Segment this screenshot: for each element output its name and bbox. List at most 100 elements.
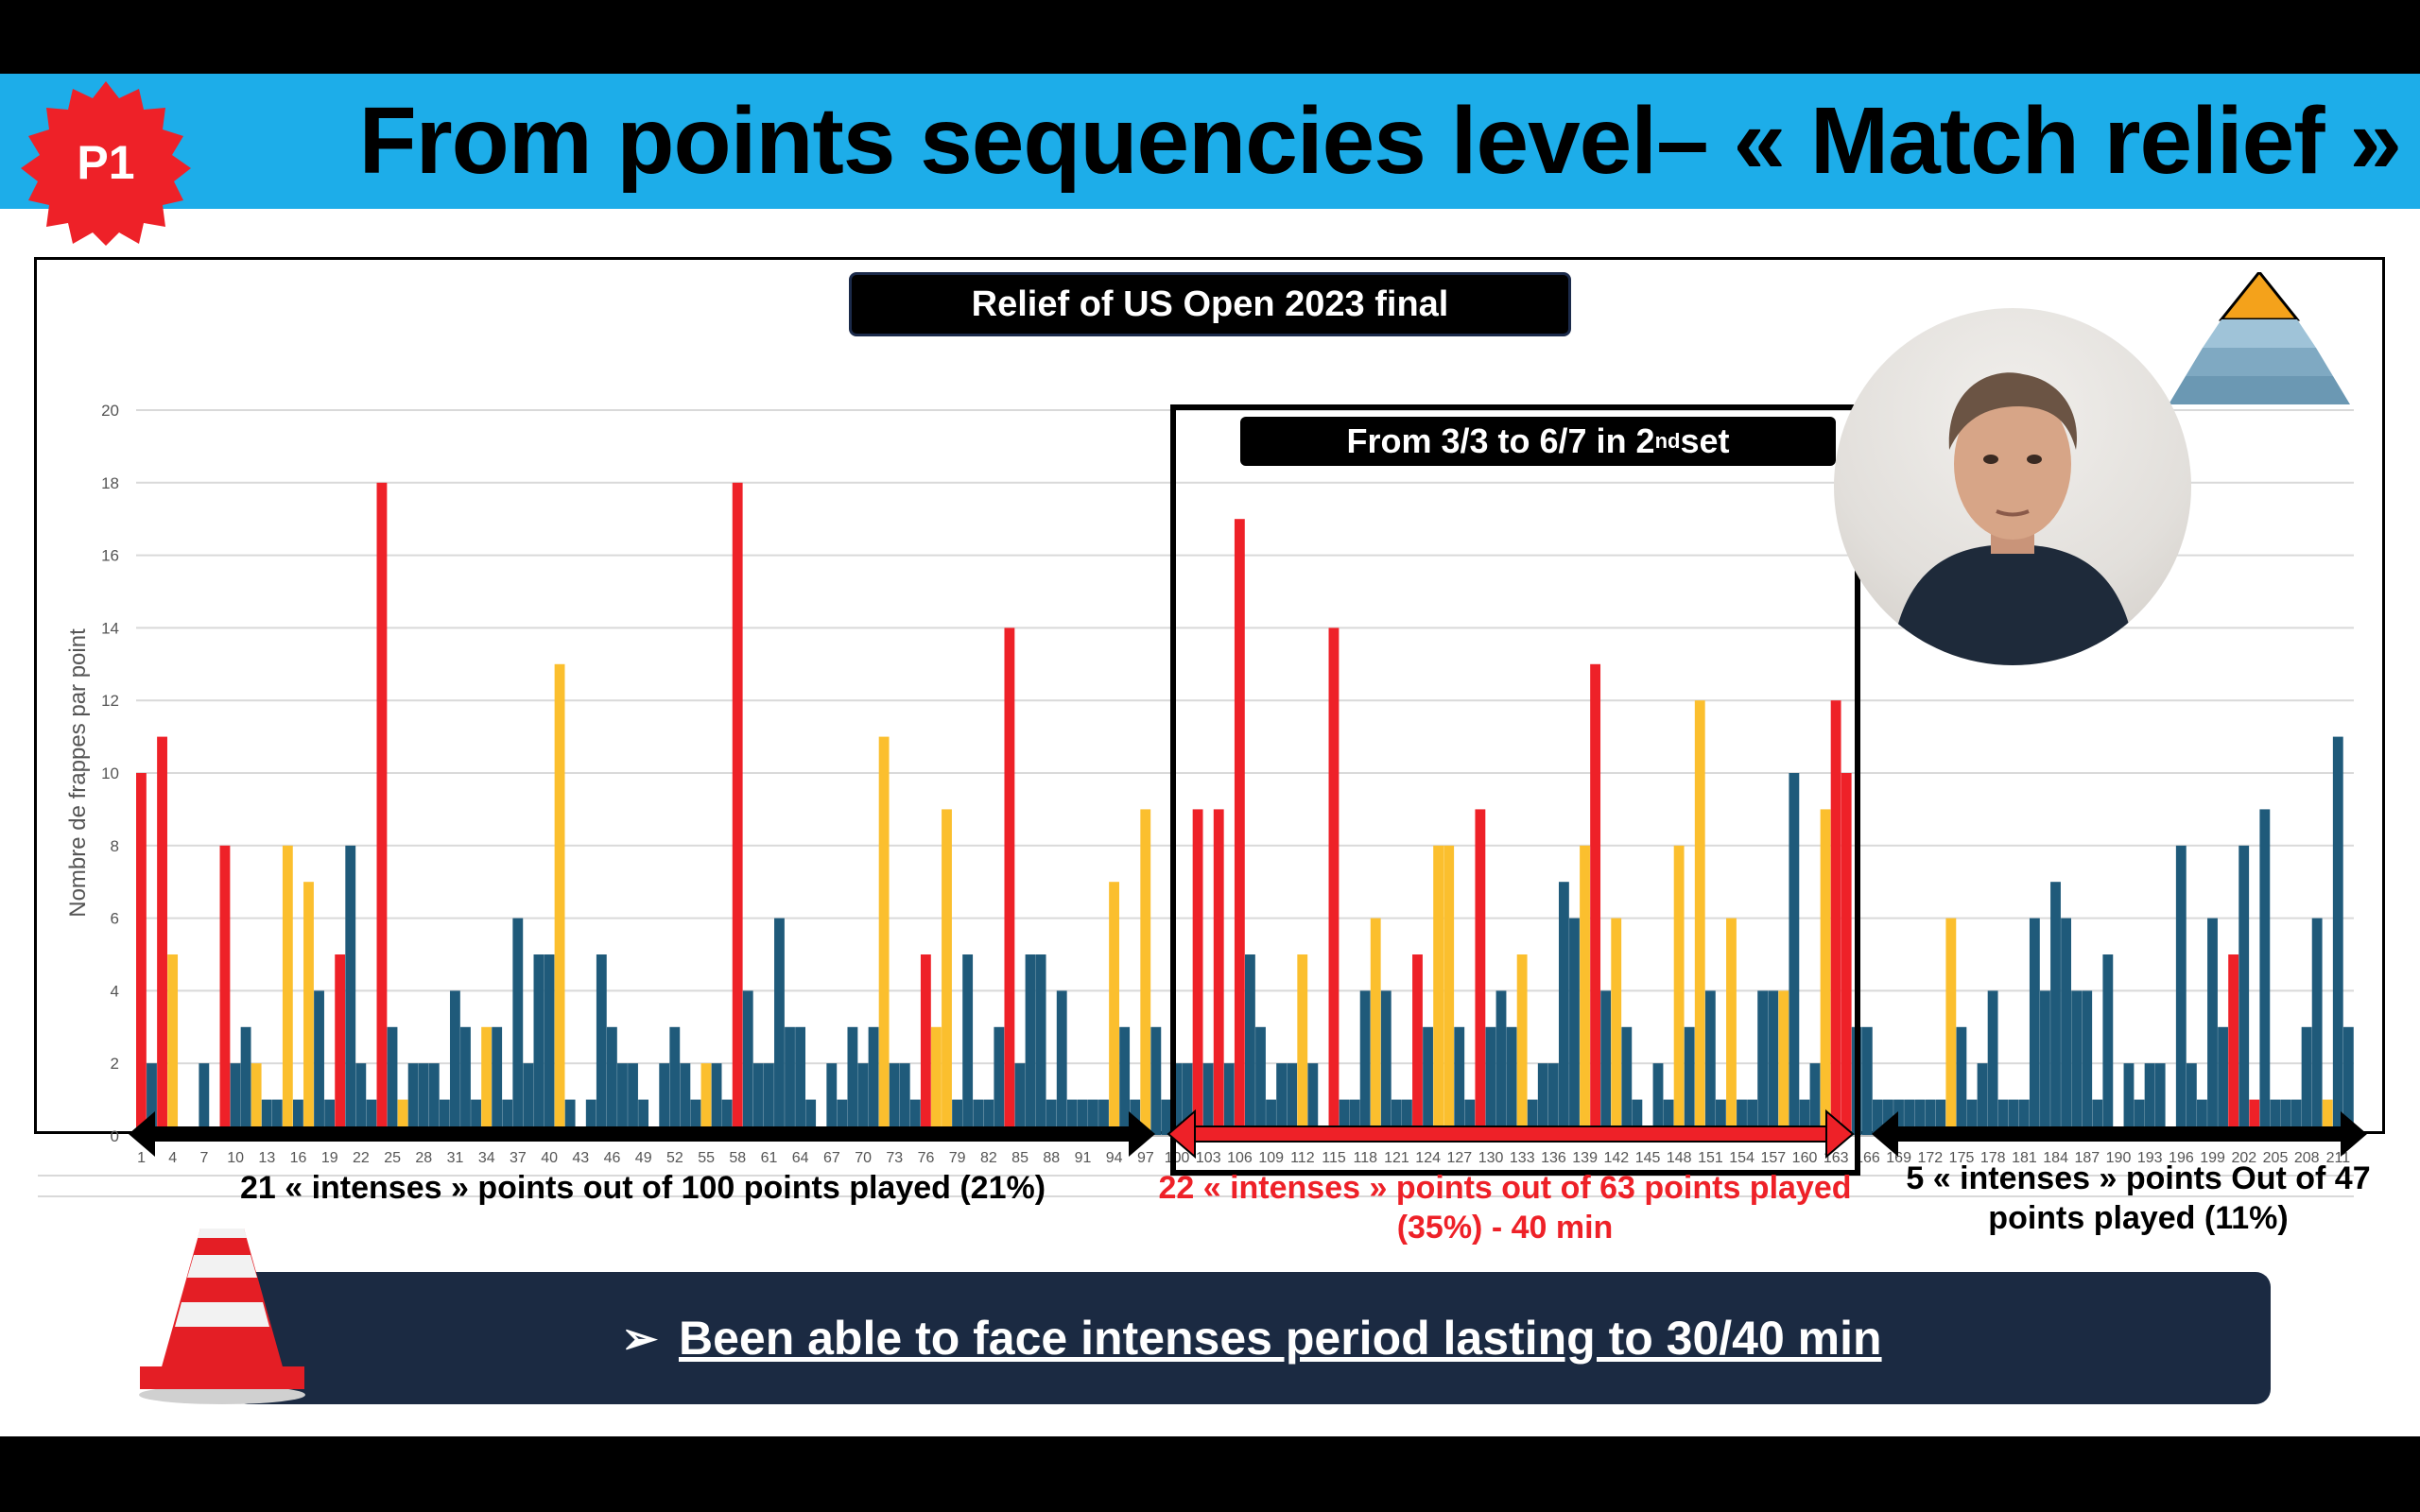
- x-tick-label: 37: [510, 1150, 527, 1166]
- bar: [1893, 1099, 1904, 1136]
- bar: [1276, 1063, 1288, 1136]
- bar: [1370, 918, 1381, 1136]
- traffic-cone-icon: [139, 1228, 305, 1404]
- bar: [251, 1063, 262, 1136]
- x-tick-label: 196: [2169, 1150, 2194, 1166]
- bar: [345, 845, 356, 1136]
- bar: [899, 1063, 910, 1136]
- segment-label-3: 5 « intenses » points Out of 47 points p…: [1906, 1160, 2371, 1236]
- bar: [700, 1063, 712, 1136]
- x-tick-label: 40: [541, 1150, 558, 1166]
- bar: [1202, 1063, 1214, 1136]
- bar: [1056, 990, 1067, 1136]
- bar: [931, 1026, 942, 1136]
- bar: [805, 1099, 817, 1136]
- bar: [1245, 954, 1255, 1136]
- bar: [1098, 1099, 1109, 1136]
- bar: [1673, 845, 1685, 1136]
- bar: [2270, 1099, 2281, 1136]
- bar: [690, 1099, 701, 1136]
- bar: [2207, 918, 2218, 1136]
- badge-star-shape: [21, 81, 191, 246]
- bar: [1663, 1099, 1674, 1136]
- x-tick-label: 136: [1541, 1150, 1566, 1166]
- x-tick-label: 85: [1011, 1150, 1028, 1166]
- bar: [1694, 700, 1705, 1136]
- bar: [1066, 1099, 1078, 1136]
- x-tick-label: 130: [1478, 1150, 1504, 1166]
- x-tick-label: 166: [1855, 1150, 1880, 1166]
- bar: [407, 1063, 419, 1136]
- bar: [1004, 627, 1015, 1136]
- bar: [1956, 1026, 1967, 1136]
- x-tick-label: 157: [1760, 1150, 1786, 1166]
- header-bar: From points sequencies level– « Match re…: [0, 74, 2420, 209]
- bar: [732, 482, 743, 1136]
- bar: [1757, 990, 1769, 1136]
- bar: [1464, 1099, 1476, 1136]
- bar: [460, 1026, 471, 1136]
- highlight-label-sup: nd: [1654, 429, 1681, 453]
- bar: [1046, 1099, 1057, 1136]
- y-tick-label: 4: [111, 982, 119, 1000]
- segment-arrow-3: [1872, 1111, 2367, 1157]
- bar: [973, 1099, 984, 1136]
- bar: [1632, 1099, 1643, 1136]
- segment-label-1: 21 « intenses » points out of 100 points…: [239, 1170, 1046, 1206]
- segment-label-2: 22 « intenses » points out of 63 points …: [1158, 1170, 1852, 1246]
- bar: [1109, 882, 1119, 1136]
- bar: [1213, 809, 1224, 1136]
- x-tick-label: 121: [1384, 1150, 1409, 1166]
- bar: [1182, 1063, 1193, 1136]
- bar: [1339, 1099, 1350, 1136]
- bar: [230, 1063, 241, 1136]
- bar: [1747, 1099, 1758, 1136]
- bar: [564, 1099, 576, 1136]
- bar: [544, 954, 555, 1136]
- key-message: ➢ Been able to face intenses period last…: [233, 1272, 2271, 1404]
- bar: [1391, 1099, 1402, 1136]
- bar: [1799, 1099, 1810, 1136]
- bar: [2342, 1026, 2354, 1136]
- bar: [1433, 845, 1444, 1136]
- x-tick-label: 67: [823, 1150, 840, 1166]
- bar: [1401, 1099, 1412, 1136]
- bar: [1307, 1063, 1319, 1136]
- y-tick-label: 16: [101, 547, 119, 565]
- bar: [1380, 990, 1392, 1136]
- bar: [1977, 1063, 1988, 1136]
- bar: [1454, 1026, 1465, 1136]
- bar: [2029, 918, 2040, 1136]
- x-tick-label: 187: [2074, 1150, 2100, 1166]
- x-tick-label: 64: [792, 1150, 809, 1166]
- bar: [2008, 1099, 2019, 1136]
- bar: [857, 1063, 869, 1136]
- bar: [1475, 809, 1486, 1136]
- bar: [2082, 990, 2093, 1136]
- bar: [533, 954, 544, 1136]
- bar: [261, 1099, 272, 1136]
- x-tick-label: 76: [918, 1150, 935, 1166]
- y-tick-label: 6: [111, 910, 119, 928]
- presenter-webcam: [1834, 308, 2191, 665]
- bar: [199, 1063, 210, 1136]
- bar: [2311, 918, 2323, 1136]
- bar: [2102, 954, 2114, 1136]
- bar: [2290, 1099, 2302, 1136]
- y-tick-label: 18: [101, 474, 119, 492]
- bar: [1904, 1099, 1915, 1136]
- bar: [2154, 1063, 2166, 1136]
- bar: [2144, 1063, 2155, 1136]
- x-tick-label: 88: [1043, 1150, 1060, 1166]
- segment-arrow-2: [1167, 1108, 1855, 1160]
- bar: [1255, 1026, 1266, 1136]
- x-tick-label: 133: [1510, 1150, 1535, 1166]
- x-tick-label: 145: [1635, 1150, 1661, 1166]
- key-message-text: Been able to face intenses period lastin…: [678, 1312, 1882, 1365]
- bar: [2197, 1099, 2207, 1136]
- bar: [376, 482, 388, 1136]
- bar: [1234, 519, 1245, 1136]
- bar: [418, 1063, 429, 1136]
- bar: [2071, 990, 2083, 1136]
- x-tick-label: 22: [353, 1150, 370, 1166]
